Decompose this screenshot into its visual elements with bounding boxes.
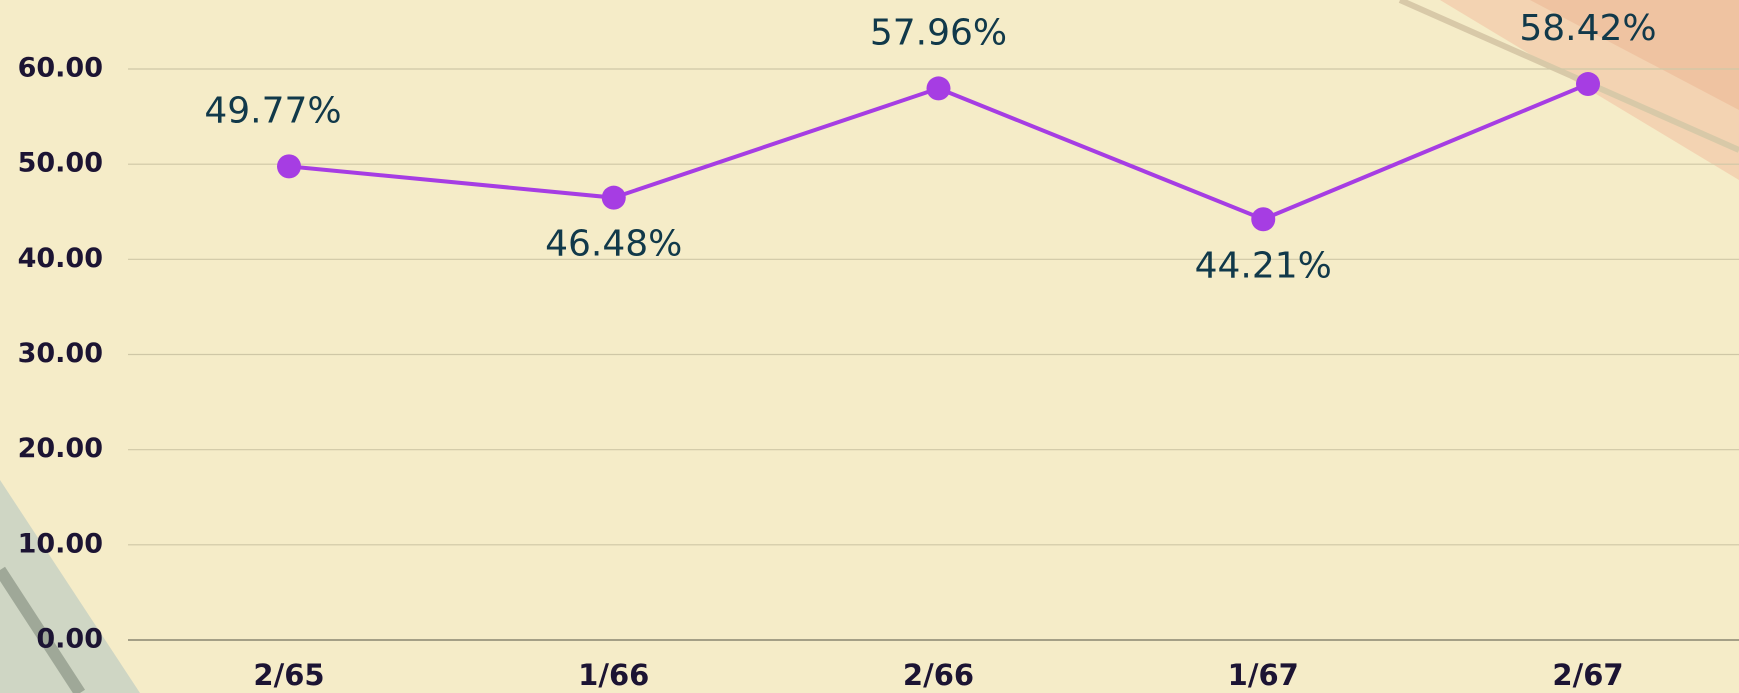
point xyxy=(277,154,301,179)
x-tick-label: 2/66 xyxy=(903,658,974,692)
x-tick-label: 1/67 xyxy=(1228,658,1299,692)
y-tick-label: 40.00 xyxy=(18,243,103,274)
plot-area: 0.00 10.00 20.00 30.00 40.00 50.00 60.00 2/65 1/… xyxy=(18,8,1739,692)
point xyxy=(1251,207,1276,232)
point xyxy=(601,185,626,210)
data-label: 57.96% xyxy=(870,12,1007,53)
data-label: 46.48% xyxy=(545,224,682,265)
x-tick-label: 2/67 xyxy=(1552,658,1623,692)
y-tick-label: 60.00 xyxy=(18,53,103,84)
y-tick-label: 0.00 xyxy=(36,624,103,655)
y-tick-label: 20.00 xyxy=(18,433,103,464)
x-tick-label: 1/66 xyxy=(578,658,649,692)
data-label: 49.77% xyxy=(204,90,341,131)
y-tick-label: 50.00 xyxy=(18,148,103,179)
x-tick-label: 2/65 xyxy=(253,658,324,692)
y-tick-label: 10.00 xyxy=(18,528,103,559)
y-tick-label: 30.00 xyxy=(18,338,103,369)
decoration-bottom-left xyxy=(0,480,140,693)
point xyxy=(1576,72,1600,97)
data-label: 44.21% xyxy=(1195,245,1332,286)
data-label: 58.42% xyxy=(1519,8,1656,49)
point xyxy=(926,76,951,101)
